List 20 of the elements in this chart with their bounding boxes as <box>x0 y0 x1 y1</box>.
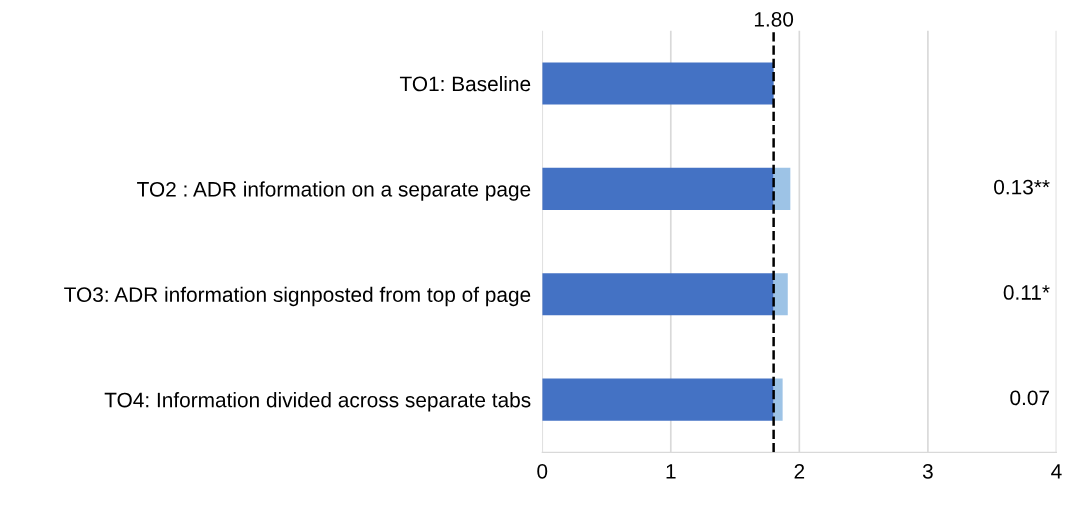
bar <box>542 167 774 210</box>
x-tick-label: 0 <box>537 463 548 479</box>
x-tick-label: 3 <box>922 463 933 479</box>
bar <box>773 273 788 316</box>
bar <box>542 273 774 316</box>
ref-line-label: 1.80 <box>754 11 794 27</box>
y-tick-label: TO1: Baseline <box>399 75 531 92</box>
annotation: 0.07 <box>1010 390 1049 406</box>
y-tick-label: TO3: ADR information signposted from top of page <box>64 286 531 307</box>
x-tick-label: 4 <box>1051 464 1062 479</box>
bar <box>542 62 774 105</box>
y-tick-label: TO2 : ADR information on a separate page <box>137 181 531 201</box>
y-tick-label: TO4: Information divided across separate tabs <box>104 392 531 412</box>
bar <box>773 378 783 421</box>
x-tick-label: 2 <box>794 463 805 479</box>
bar <box>773 167 791 210</box>
bar <box>542 378 774 421</box>
annotation: 0.11* <box>1003 285 1050 300</box>
annotation: 0.13** <box>994 179 1050 195</box>
x-tick-label: 1 <box>666 464 676 479</box>
